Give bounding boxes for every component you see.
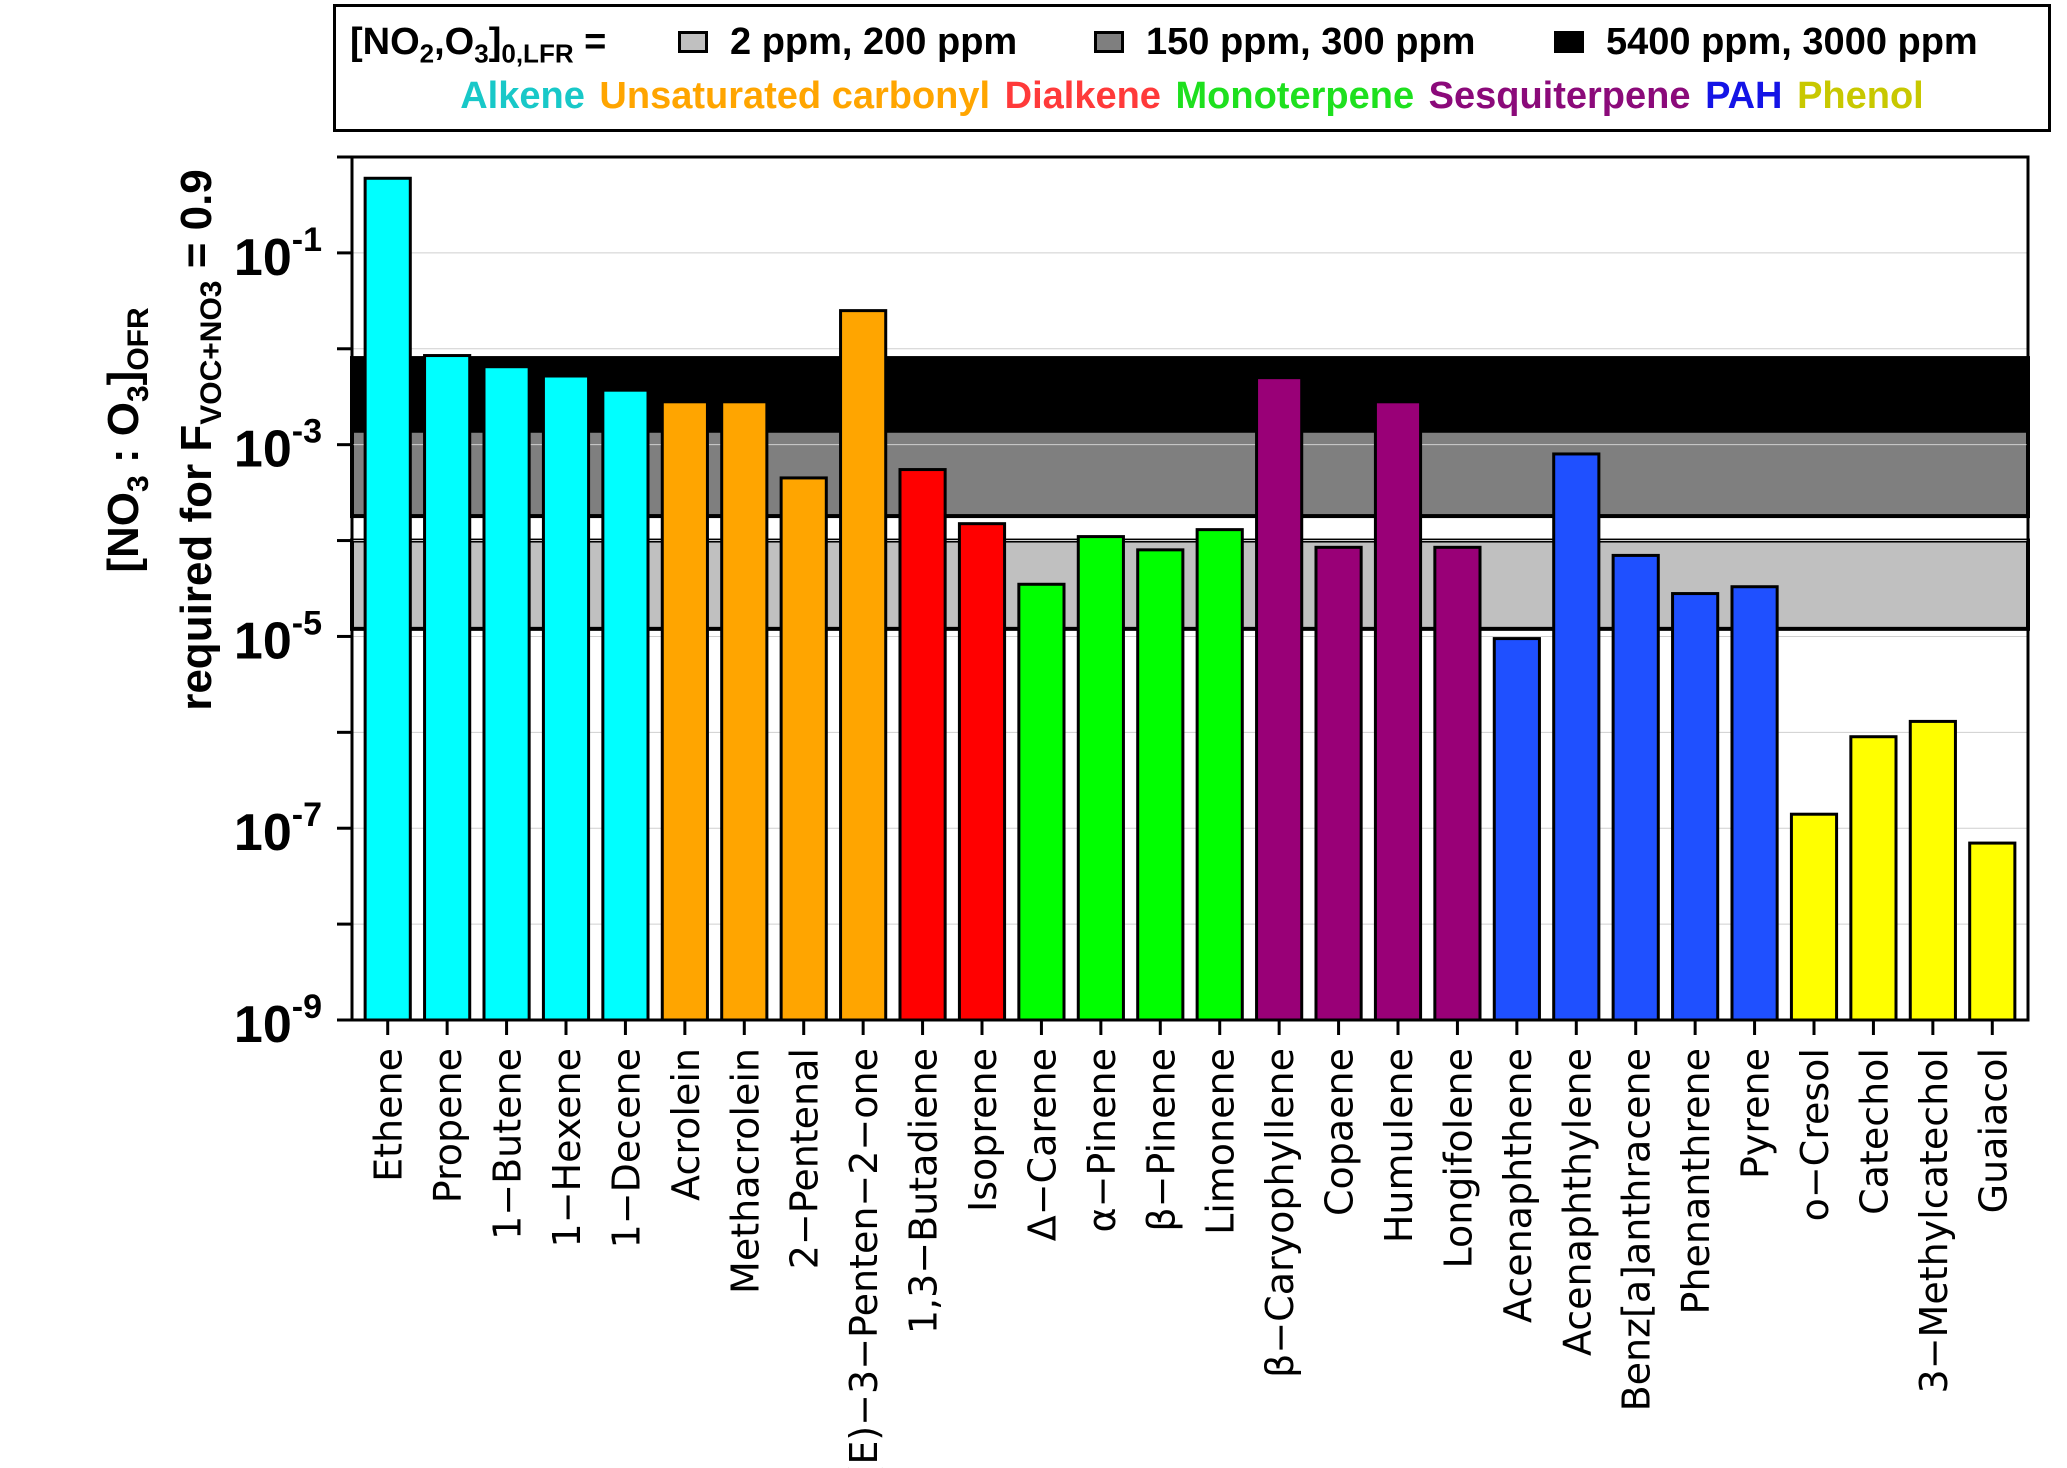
y-tick-label: 10-5 — [234, 604, 322, 670]
x-tick-label: β−Pinene — [1139, 1048, 1183, 1232]
legend-class-unsaturated-carbonyl: Unsaturated carbonyl — [599, 75, 991, 117]
bar — [1730, 585, 1779, 1022]
bar — [1611, 553, 1660, 1022]
x-tick-label: Pyrene — [1734, 1048, 1778, 1179]
y-tick-label: 10-3 — [234, 413, 322, 479]
bar — [423, 354, 472, 1022]
legend-class-monoterpene: Monoterpene — [1175, 75, 1415, 117]
bar — [1314, 545, 1363, 1022]
x-axis: Ethene Propene 1−Butene 1−Hexene 1−Decene Acr… — [367, 1020, 2015, 1468]
bar — [541, 374, 591, 1022]
x-tick-label: Limonene — [1199, 1048, 1243, 1235]
legend-class-alkene: Alkene — [460, 75, 585, 117]
legend-class-dialkene: Dialkene — [1004, 75, 1161, 117]
x-tick-label: Humulene — [1377, 1048, 1421, 1243]
bar — [1671, 592, 1720, 1022]
plot-frame — [350, 155, 2030, 1022]
x-tick-label: Propene — [426, 1048, 470, 1203]
legend-class-phenol: Phenol — [1797, 75, 1924, 117]
x-tick-label: Acenaphthene — [1496, 1048, 1540, 1323]
x-tick-label: Catechol — [1852, 1048, 1896, 1215]
bar — [779, 476, 828, 1022]
y-tick-label: 10-9 — [234, 988, 322, 1054]
bar — [1849, 735, 1898, 1022]
x-tick-label: 2−Pentenal — [783, 1048, 827, 1269]
x-tick-label: Longifolene — [1436, 1048, 1480, 1269]
bar — [1195, 528, 1244, 1022]
x-tick-label: Phenanthrene — [1674, 1048, 1718, 1314]
x-tick-label: Ethene — [367, 1048, 411, 1182]
legend-bands-row: [NO2,O3]0,LFR = 2 ppm, 200 ppm 150 ppm, … — [336, 21, 2048, 69]
bar — [1908, 719, 1957, 1022]
x-tick-label: (E)−3−Penten−2−one — [842, 1048, 886, 1468]
bar — [1076, 535, 1125, 1022]
x-tick-label: 1−Butene — [486, 1048, 530, 1240]
legend-swatch-band-1 — [678, 31, 708, 53]
x-tick-label: Guaiacol — [1971, 1048, 2015, 1213]
x-tick-label: Acrolein — [664, 1048, 708, 1201]
x-tick-label: Isoprene — [961, 1048, 1005, 1212]
bar — [1789, 812, 1839, 1022]
x-tick-label: β−Caryophyllene — [1258, 1048, 1302, 1378]
bar — [660, 400, 709, 1022]
bar — [839, 309, 888, 1022]
legend-swatch-band-2 — [1094, 31, 1124, 53]
x-tick-label: Acenaphthylene — [1555, 1048, 1599, 1356]
legend-class-sesquiterpene: Sesquiterpene — [1428, 75, 1691, 117]
y-axis-label: [NO3 : O3]OFR required for FVOC+NO3 = 0.… — [95, 30, 241, 850]
x-tick-label: 1−Hexene — [545, 1048, 589, 1247]
bar — [1492, 637, 1541, 1022]
y-tick-label: 10-1 — [234, 221, 322, 287]
x-tick-label: 1,3−Butadiene — [902, 1048, 946, 1334]
bar — [482, 365, 531, 1022]
legend-swatch-band-3 — [1554, 31, 1584, 53]
legend-label-band-2: 150 ppm, 300 ppm — [1146, 21, 1476, 63]
bar — [1968, 841, 2017, 1022]
legend-title: [NO2,O3]0,LFR = — [350, 21, 607, 69]
y-axis-label-line2: required for FVOC+NO3 = 0.9 — [171, 169, 228, 711]
x-tick-label: Methacrolein — [723, 1048, 767, 1294]
bar — [363, 176, 412, 1022]
bar — [957, 522, 1007, 1022]
bar — [720, 400, 769, 1022]
bar — [1552, 452, 1601, 1022]
bar — [1017, 582, 1066, 1022]
legend-classes-row: Alkene Unsaturated carbonyl Dialkene Mon… — [336, 75, 2048, 118]
x-tick-label: α−Pinene — [1080, 1048, 1124, 1232]
bar — [898, 468, 947, 1022]
x-tick-label: o−Cresol — [1793, 1048, 1837, 1221]
bar — [1373, 400, 1423, 1022]
x-tick-label: 1−Decene — [604, 1048, 648, 1248]
y-axis-label-line1: [NO3 : O3]OFR — [99, 307, 155, 573]
x-tick-label: Benz[a]anthracene — [1615, 1048, 1659, 1411]
x-tick-label: Copaene — [1318, 1048, 1362, 1216]
bar — [601, 388, 650, 1022]
y-tick-label: 10-7 — [234, 796, 322, 862]
y-axis: 10-1 10-3 10-5 10-7 10-9 — [234, 155, 352, 1054]
legend-label-band-3: 5400 ppm, 3000 ppm — [1606, 21, 1978, 63]
legend-class-pah: PAH — [1705, 75, 1783, 117]
bar — [1433, 545, 1482, 1022]
x-tick-label: Δ−Carene — [1020, 1048, 1064, 1241]
bar — [1136, 548, 1185, 1022]
x-tick-label: 3−Methylcatechol — [1912, 1048, 1956, 1393]
legend: [NO2,O3]0,LFR = 2 ppm, 200 ppm 150 ppm, … — [333, 4, 2051, 132]
bar — [1255, 376, 1304, 1022]
legend-label-band-1: 2 ppm, 200 ppm — [730, 21, 1018, 63]
